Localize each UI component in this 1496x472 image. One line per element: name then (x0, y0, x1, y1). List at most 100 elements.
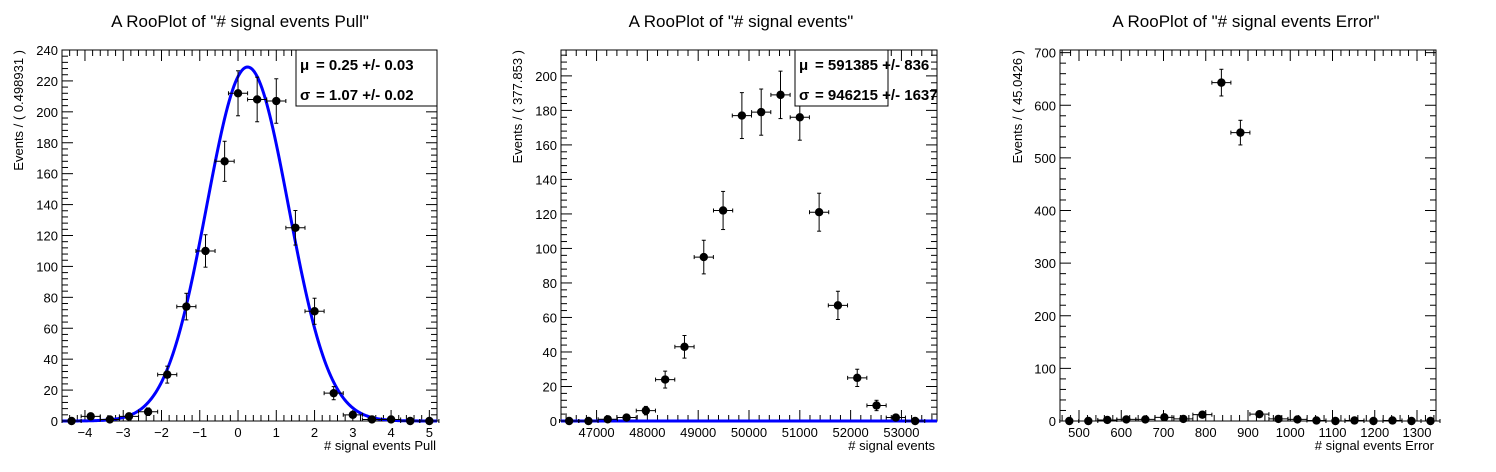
y-tick-label: 500 (1034, 151, 1056, 166)
y-tick-label: 0 (1049, 414, 1056, 429)
y-tick-label: 120 (36, 229, 58, 244)
data-point (1154, 413, 1175, 422)
stat-sigma-symbol: σ (300, 87, 310, 104)
marker (1198, 410, 1207, 419)
y-tick-label: 180 (36, 136, 58, 151)
data-point (866, 399, 887, 412)
y-tick-label: 240 (36, 43, 58, 58)
data-point (138, 407, 159, 417)
x-tick-label: 1200 (1360, 425, 1389, 440)
marker (680, 342, 689, 351)
marker (201, 246, 210, 256)
y-tick-label: 140 (535, 172, 557, 187)
stats-box: μ = 0.25 +/- 0.03 σ = 1.07 +/- 0.02 (295, 49, 438, 107)
y-tick-label: 220 (36, 74, 58, 89)
y-tick-label: 40 (543, 345, 557, 360)
y-tick-label: 100 (1034, 361, 1056, 376)
data-points (1059, 68, 1441, 426)
data-point (674, 334, 695, 359)
axes: 500 600 700 800 900 1000 1100 1200 1300 0 100 200 30… (1034, 46, 1436, 440)
data-point (1192, 410, 1213, 419)
data-point (1268, 414, 1289, 424)
marker (1179, 414, 1188, 424)
y-tick-label: 200 (1034, 309, 1056, 324)
data-point (285, 209, 306, 246)
marker (756, 107, 766, 117)
data-point (1230, 119, 1251, 146)
stat-sigma-symbol: σ (799, 87, 809, 104)
marker (143, 407, 153, 416)
marker (1331, 416, 1340, 426)
data-point (905, 416, 926, 426)
x-tick-label: 1300 (1403, 425, 1432, 440)
marker (1065, 416, 1074, 426)
marker (718, 206, 728, 215)
x-tick-label: 50000 (731, 425, 767, 440)
data-point (635, 405, 656, 416)
marker (699, 252, 708, 262)
data-point (214, 140, 235, 182)
data-point (342, 410, 363, 420)
y-tick-label: 160 (36, 167, 58, 182)
data-point (419, 416, 440, 426)
data-point (731, 92, 752, 140)
y-tick-label: 20 (44, 383, 58, 398)
x-tick-label: −4 (78, 425, 93, 440)
chart-title: A RooPlot of "# signal events Pull" (111, 12, 369, 31)
y-tick-label: 400 (1034, 204, 1056, 219)
y-tick-label: 300 (1034, 256, 1056, 271)
x-axis-label: # signal events Error (1315, 438, 1435, 453)
y-tick-label: 160 (535, 138, 557, 153)
panel-pull: A RooPlot of "# signal events Pull" −4 −3… (11, 12, 440, 453)
marker (1407, 416, 1416, 426)
marker (425, 416, 434, 426)
marker (1369, 416, 1378, 426)
marker (1084, 416, 1093, 426)
x-tick-label: 53000 (883, 425, 919, 440)
x-axis-label: # signal events (848, 438, 935, 453)
marker (105, 415, 115, 424)
marker (853, 373, 862, 383)
marker (891, 413, 901, 422)
marker (795, 113, 805, 122)
data-points (61, 70, 440, 426)
panel-signal-events-error: A RooPlot of "# signal events Error" 500… (1010, 12, 1441, 453)
x-tick-label: 500 (1068, 425, 1090, 440)
y-tick-label: 100 (36, 259, 58, 274)
data-point (1287, 415, 1308, 424)
marker (310, 307, 319, 316)
data-point (247, 76, 268, 123)
y-tick-label: 100 (535, 241, 557, 256)
x-tick-label: −2 (154, 425, 169, 440)
y-tick-label: 40 (44, 352, 58, 367)
marker (1141, 415, 1150, 424)
stats-box-frame (794, 49, 889, 107)
y-tick-label: 0 (51, 414, 58, 429)
marker (1122, 415, 1131, 424)
data-point (80, 412, 101, 421)
x-tick-label: 600 (1110, 425, 1132, 440)
data-point (1401, 416, 1422, 426)
x-tick-label: 1100 (1319, 425, 1347, 440)
stat-sigma-value: = 1.07 +/- 0.02 (316, 87, 414, 104)
x-axis-label: # signal events Pull (324, 438, 436, 453)
stats-box: μ = 591385 +/- 836 σ = 946215 +/- 1637 (794, 49, 938, 107)
x-tick-label: 800 (1195, 425, 1217, 440)
data-point (1173, 414, 1194, 424)
marker (564, 416, 574, 426)
stat-mu-value: = 591385 +/- 836 (815, 57, 929, 74)
y-tick-label: 600 (1034, 98, 1056, 113)
marker (1312, 416, 1321, 425)
data-point (176, 292, 197, 321)
data-point (885, 413, 906, 422)
y-tick-label: 140 (36, 198, 58, 213)
stat-mu-value: = 0.25 +/- 0.03 (316, 57, 414, 74)
marker (67, 416, 76, 426)
stats-box-frame (295, 49, 438, 107)
x-tick-label: 51000 (782, 425, 818, 440)
x-tick-label: 5 (426, 425, 433, 440)
marker (220, 157, 229, 166)
data-point (323, 386, 344, 401)
data-point (195, 234, 216, 268)
